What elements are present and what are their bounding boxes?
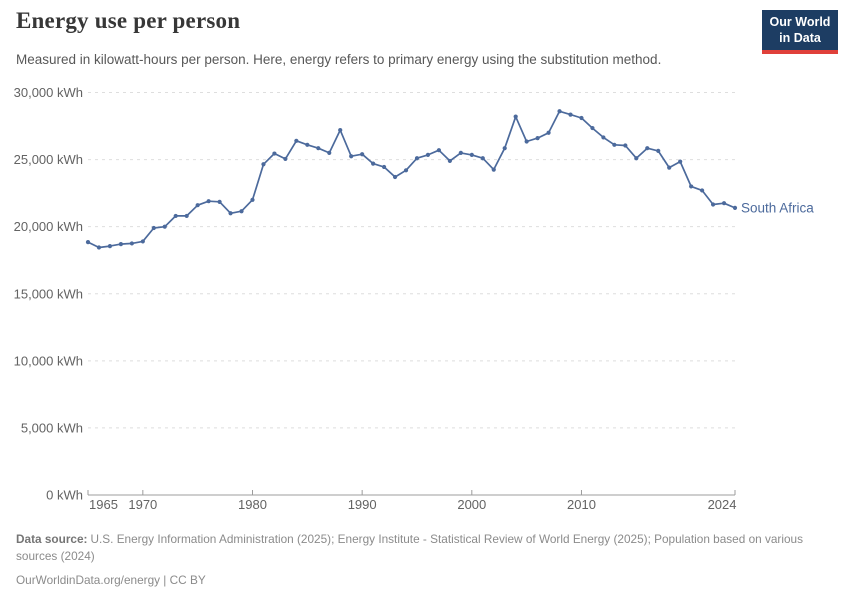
data-points [85, 109, 738, 250]
datasource-text: U.S. Energy Information Administration (… [16, 532, 804, 564]
svg-text:1990: 1990 [348, 497, 377, 512]
svg-text:25,000 kWh: 25,000 kWh [14, 152, 83, 167]
svg-text:2010: 2010 [567, 497, 596, 512]
svg-text:1970: 1970 [128, 497, 157, 512]
page-title: Energy use per person [16, 8, 241, 33]
svg-text:15,000 kWh: 15,000 kWh [14, 286, 83, 301]
svg-text:5,000 kWh: 5,000 kWh [21, 420, 83, 435]
owid-logo[interactable]: Our World in Data [762, 10, 838, 55]
datasource-label: Data source: [16, 532, 88, 546]
logo-line1: Our World [769, 15, 831, 29]
svg-text:30,000 kWh: 30,000 kWh [14, 85, 83, 100]
svg-text:0 kWh: 0 kWh [46, 488, 83, 503]
svg-text:10,000 kWh: 10,000 kWh [14, 353, 83, 368]
series-end-label: South Africa [741, 200, 814, 215]
svg-text:20,000 kWh: 20,000 kWh [14, 219, 83, 234]
x-axis: 1965 1970 1980 1990 2000 2010 2024 [87, 490, 737, 512]
series-line [87, 110, 736, 249]
page-subtitle: Measured in kilowatt-hours per person. H… [16, 52, 662, 67]
logo-line2: in Data [779, 30, 821, 45]
svg-text:1980: 1980 [238, 497, 267, 512]
chart-footer: Data source: U.S. Energy Information Admi… [16, 531, 821, 589]
svg-text:2024: 2024 [708, 497, 737, 512]
y-gridlines: 0 kWh 5,000 kWh 10,000 kWh 15,000 kWh 20,000… [14, 85, 735, 503]
svg-text:2000: 2000 [457, 497, 486, 512]
svg-text:1965: 1965 [89, 497, 118, 512]
footer-datasource: Data source: U.S. Energy Information Admi… [16, 531, 821, 565]
footer-license-link[interactable]: OurWorldinData.org/energy | CC BY [16, 573, 206, 588]
